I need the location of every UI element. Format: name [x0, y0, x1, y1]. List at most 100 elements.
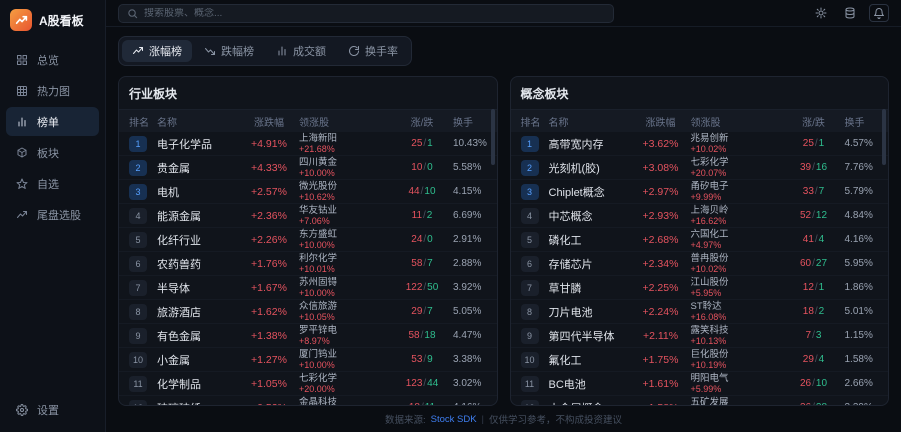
sector-name: 贵金属 [157, 162, 190, 175]
leading-stock-name: 巨化股份 [690, 348, 729, 360]
leading-stock: 上海新阳 +21.68% [299, 133, 399, 154]
sidebar-item-自选[interactable]: 自选 [6, 169, 99, 198]
table-row[interactable]: 3 电机 +2.57% 微光股份 +10.62% 44/10 4.15% [119, 180, 497, 204]
sidebar-item-settings[interactable]: 设置 [6, 396, 99, 424]
table-row[interactable]: 6 存储芯片 +2.34% 普冉股份 +10.02% 60/27 5.95% [510, 252, 888, 276]
gear-icon [15, 404, 29, 416]
rank-cell: 2 [129, 159, 157, 176]
table-row[interactable]: 11 化学制品 +1.05% 七彩化学 +20.00% 123/44 3.02% [119, 372, 497, 396]
change-percent: +2.93% [642, 209, 679, 222]
table-row[interactable]: 12玻璃玻纤+0.52%金晶科技+5.96%18/114.16% [119, 396, 497, 405]
leading-stock-change: +5.99% [690, 383, 722, 394]
rank-cell: 10 [520, 351, 549, 368]
change-percent: +2.24% [642, 305, 679, 318]
rank-badge: 9 [129, 327, 147, 344]
table-row[interactable]: 9 第四代半导体 +2.11% 露笑科技 +10.13% 7/3 1.15% [510, 324, 888, 348]
footer-source-link[interactable]: Stock SDK [430, 413, 477, 425]
table-row[interactable]: 6 农药兽药 +1.76% 利尔化学 +10.01% 58/7 2.88% [119, 252, 497, 276]
leading-stock-name: 微光股份 [299, 180, 338, 192]
up-count: 58 [411, 258, 423, 269]
rank-cell: 10 [129, 351, 157, 368]
turnover-rate: 10.43% [453, 138, 487, 149]
leading-stock-name: 厦门钨业 [299, 348, 338, 360]
sidebar-item-尾盘选股[interactable]: 尾盘选股 [6, 200, 99, 229]
table-row[interactable]: 4 能源金属 +2.36% 华友钴业 +7.06% 11/2 6.69% [119, 204, 497, 228]
search-input[interactable] [144, 7, 605, 19]
up-down-count: 12/1 [791, 282, 837, 293]
leading-stock: 上海贝岭 +16.62% [690, 204, 791, 226]
table-row[interactable]: 5 化纤行业 +2.26% 东方盛虹 +10.00% 24/0 2.91% [119, 228, 497, 252]
up-down-count: 11/2 [399, 210, 445, 221]
leading-stock-change: +10.00% [299, 359, 335, 370]
rank-cell: 11 [520, 375, 549, 392]
up-count: 58 [408, 330, 420, 341]
table-row[interactable]: 7 半导体 +1.67% 苏州固锝 +10.00% 122/50 3.92% [119, 276, 497, 300]
table-row[interactable]: 2 光刻机(胶) +3.08% 七彩化学 +20.07% 39/16 7.76% [510, 156, 888, 180]
column-header-涨跌幅: 涨跌幅 [645, 117, 676, 129]
down-count: 4 [818, 354, 825, 365]
table-row[interactable]: 5 磷化工 +2.68% 六国化工 +4.97% 41/4 4.16% [510, 228, 888, 252]
table-row[interactable]: 8 旅游酒店 +1.62% 众信旅游 +10.05% 29/7 5.05% [119, 300, 497, 324]
leading-stock: 普冉股份 +10.02% [690, 252, 791, 274]
table-row[interactable]: 1 电子化学品 +4.91% 上海新阳 +21.68% 25/1 10.43% [119, 132, 497, 156]
updown-separator: / [812, 258, 815, 269]
tab-涨幅榜[interactable]: 涨幅榜 [122, 40, 192, 62]
sector-name: 第四代半导体 [548, 330, 615, 343]
turnover-rate: 4.16% [445, 402, 487, 405]
tab-跌幅榜[interactable]: 跌幅榜 [194, 40, 264, 62]
rank-badge: 2 [520, 159, 539, 176]
sidebar-item-板块[interactable]: 板块 [6, 138, 99, 167]
leading-stock-name: ST聆达 [690, 300, 722, 312]
table-row[interactable]: 2 贵金属 +4.33% 四川黄金 +10.00% 10/0 5.58% [119, 156, 497, 180]
database-icon [844, 7, 856, 19]
sidebar-item-label: 自选 [37, 178, 59, 191]
up-down-count: 33/7 [791, 186, 837, 197]
panel-scrollbar[interactable] [490, 109, 495, 165]
rank-badge: 3 [520, 183, 539, 200]
leading-stock: 东方盛虹 +10.00% [299, 229, 399, 250]
sidebar-item-榜单[interactable]: 榜单 [6, 107, 99, 136]
rank-badge: 1 [520, 135, 539, 152]
leading-stock: 厦门钨业 +10.00% [299, 348, 399, 370]
column-header-领涨股: 领涨股 [299, 117, 329, 129]
app-logo-icon [10, 9, 32, 31]
up-count: 10 [411, 162, 423, 173]
column-header-领涨股: 领涨股 [690, 117, 721, 129]
updown-separator: / [423, 378, 427, 389]
table-row[interactable]: 8 刀片电池 +2.24% ST聆达 +16.08% 18/2 5.01% [510, 300, 888, 324]
table-row[interactable]: 7 草甘膦 +2.25% 江山股份 +5.95% 12/1 1.86% [510, 276, 888, 300]
leading-stock-name: 普冉股份 [690, 252, 729, 264]
tab-成交额[interactable]: 成交额 [266, 40, 336, 62]
tab-换手率[interactable]: 换手率 [338, 40, 408, 62]
table-row[interactable]: 9 有色金属 +1.38% 罗平锌电 +8.97% 58/18 4.47% [119, 324, 497, 348]
updown-separator: / [814, 138, 818, 149]
rank-cell: 5 [129, 231, 157, 248]
leading-stock: 众信旅游 +10.05% [299, 301, 399, 322]
sidebar-item-总览[interactable]: 总览 [6, 45, 99, 74]
rank-cell: 11 [129, 375, 157, 392]
rank-badge: 7 [129, 279, 147, 296]
sidebar-item-热力图[interactable]: 热力图 [6, 76, 99, 105]
panel-scrollbar[interactable] [882, 109, 886, 165]
app-logo[interactable]: A股看板 [0, 0, 105, 43]
ranking-tabs: 涨幅榜 跌幅榜 成交额 换手率 [118, 36, 412, 66]
leading-stock-name: 利尔化学 [299, 252, 338, 264]
table-row[interactable]: 10 氟化工 +1.75% 巨化股份 +10.19% 29/4 1.58% [510, 348, 888, 372]
theme-toggle-button[interactable] [811, 4, 831, 22]
data-source-button[interactable] [840, 4, 860, 22]
table-row[interactable]: 11 BC电池 +1.61% 明阳电气 +5.99% 26/10 2.66% [510, 372, 888, 396]
up-down-count: 122/50 [399, 282, 445, 293]
turnover-rate: 1.15% [844, 330, 873, 341]
table-body: 1 高带宽内存 +3.62% 兆易创新 +10.02% 25/1 4.57% 2 光刻机(胶) +… [510, 132, 889, 405]
panel-概念板块: 概念板块 排名 名称 涨跌幅 领涨股 涨/跌 换手 1 高带宽内存 +3.62% 兆易创新 +10.0… [509, 76, 889, 406]
table-row[interactable]: 10 小金属 +1.27% 厦门钨业 +10.00% 53/9 3.38% [119, 348, 497, 372]
table-row[interactable]: 1 高带宽内存 +3.62% 兆易创新 +10.02% 25/1 4.57% [510, 132, 888, 156]
table-row[interactable]: 12小金属概念+1.58%五矿发展+10.05%36/283.39% [511, 396, 889, 405]
table-row[interactable]: 4 中芯概念 +2.93% 上海贝岭 +16.62% 52/12 4.84% [510, 204, 888, 228]
search-box [118, 3, 614, 23]
leading-stock-name: 上海贝岭 [690, 204, 729, 216]
leading-stock-name: 明阳电气 [690, 372, 729, 384]
alert-button[interactable] [869, 4, 889, 22]
leading-stock: 六国化工 +4.97% [691, 229, 791, 250]
table-row[interactable]: 3 Chiplet概念 +2.97% 甬矽电子 +9.99% 33/7 5.79% [510, 180, 888, 204]
